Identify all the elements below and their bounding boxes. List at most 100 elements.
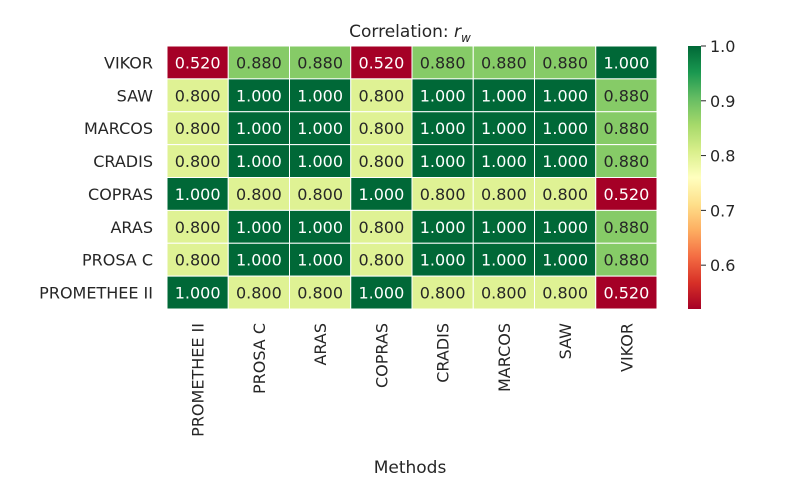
heatmap-cell (350, 144, 413, 179)
heatmap-cell (227, 242, 290, 277)
heatmap-cell (472, 209, 535, 244)
cell-value-label: 1.000 (358, 284, 404, 303)
cell-value-label: 0.880 (420, 53, 466, 72)
heatmap-cell (595, 209, 658, 244)
cell-value-label: 0.520 (603, 284, 649, 303)
heatmap-cell (534, 177, 597, 211)
x-tick-label: PROMETHEE II (189, 323, 208, 437)
x-tick-label: PROSA C (250, 323, 269, 394)
heatmap-cell (227, 45, 290, 80)
heatmap-cell (350, 78, 413, 113)
x-tick-label: COPRAS (372, 323, 391, 388)
heatmap-cell (411, 111, 474, 146)
cell-value-label: 0.800 (358, 86, 404, 105)
cell-value-label: 0.520 (603, 185, 649, 204)
cell-value-label: 0.880 (603, 119, 649, 138)
x-tick-label: ARAS (311, 323, 330, 366)
heatmap-cell (534, 209, 597, 244)
cell-value-label: 0.800 (236, 185, 282, 204)
cell-value-label: 0.880 (481, 53, 527, 72)
y-tick-label: PROSA C (82, 251, 153, 270)
heatmap-cell (534, 111, 597, 146)
cell-value-label: 1.000 (297, 119, 343, 138)
cell-value-label: 0.880 (603, 86, 649, 105)
heatmap-cell (595, 111, 658, 146)
cell-value-label: 0.800 (175, 86, 221, 105)
cell-value-label: 1.000 (236, 86, 282, 105)
y-tick-label: CRADIS (93, 152, 153, 171)
cell-value-label: 1.000 (420, 218, 466, 237)
cell-value-label: 1.000 (297, 251, 343, 270)
y-tick-label: MARCOS (84, 119, 153, 138)
heatmap-cell (227, 78, 290, 113)
heatmap-cell (166, 275, 229, 310)
cell-value-label: 0.800 (175, 251, 221, 270)
heatmap-cell (472, 111, 535, 146)
y-tick-label: ARAS (110, 218, 153, 237)
cell-value-label: 1.000 (481, 152, 527, 171)
heatmap-cell (595, 45, 658, 80)
y-tick-labels: VIKOR SAW MARCOS CRADIS COPRAS ARAS PROSA C PRO… (39, 53, 153, 302)
chart-title: Correlation: rw (349, 22, 471, 45)
cell-value-label: 1.000 (358, 185, 404, 204)
heatmap-cell (534, 144, 597, 179)
heatmap-cell (289, 209, 352, 244)
y-tick-label: VIKOR (104, 53, 153, 72)
cell-value-label: 1.000 (297, 86, 343, 105)
heatmap-cell (472, 242, 535, 277)
cell-value-label: 1.000 (236, 152, 282, 171)
cell-value-label: 0.800 (481, 185, 527, 204)
cell-value-label: 1.000 (481, 86, 527, 105)
cell-value-label: 0.520 (175, 53, 221, 72)
heatmap-cell (411, 242, 474, 277)
heatmap-cells: 0.520 0.880 0.880 0.520 0.880 0.880 0.880 1.000… (166, 45, 658, 310)
heatmap-cell (411, 275, 474, 310)
colorbar-tick-label: 1.0 (710, 37, 735, 56)
cell-value-label: 1.000 (236, 251, 282, 270)
heatmap-cell (350, 275, 413, 310)
heatmap-cell (227, 111, 290, 146)
cell-value-label: 1.000 (542, 251, 588, 270)
x-tick-labels: PROMETHEE II PROSA C ARAS COPRAS CRADIS MARCO… (189, 323, 637, 437)
cell-value-label: 0.800 (542, 284, 588, 303)
cell-value-label: 0.800 (358, 119, 404, 138)
heatmap-cell (289, 242, 352, 277)
cell-value-label: 0.800 (358, 218, 404, 237)
colorbar-tick-label: 0.7 (710, 201, 735, 220)
cell-value-label: 0.800 (358, 152, 404, 171)
cell-value-label: 1.000 (481, 251, 527, 270)
colorbar-gradient (688, 46, 701, 309)
y-tick-label: SAW (117, 86, 154, 105)
colorbar-tick-label: 0.8 (710, 147, 735, 166)
cell-value-label: 0.800 (175, 119, 221, 138)
x-axis-label: Methods (374, 458, 447, 478)
cell-value-label: 1.000 (420, 86, 466, 105)
x-tick-label: MARCOS (495, 323, 514, 392)
cell-value-label: 1.000 (603, 53, 649, 72)
heatmap-cell (411, 144, 474, 179)
heatmap-cell (289, 275, 352, 310)
heatmap-cell (227, 209, 290, 244)
heatmap-cell (472, 275, 535, 310)
cell-value-label: 1.000 (542, 119, 588, 138)
cell-value-label: 1.000 (481, 119, 527, 138)
heatmap-cell (166, 242, 229, 277)
cell-value-label: 0.800 (542, 185, 588, 204)
heatmap-cell (289, 111, 352, 146)
cell-value-label: 1.000 (175, 284, 221, 303)
colorbar-tick-label: 0.6 (710, 256, 735, 275)
y-tick-label: COPRAS (88, 185, 153, 204)
cell-value-label: 1.000 (420, 251, 466, 270)
heatmap-cell (166, 45, 229, 80)
cell-value-label: 1.000 (542, 218, 588, 237)
heatmap-cell (289, 144, 352, 179)
heatmap-cell (595, 78, 658, 113)
x-tick-label: CRADIS (434, 323, 453, 383)
colorbar-tick-label: 0.9 (710, 92, 735, 111)
cell-value-label: 1.000 (236, 119, 282, 138)
cell-value-label: 1.000 (420, 119, 466, 138)
heatmap-cell (534, 242, 597, 277)
cell-value-label: 1.000 (481, 218, 527, 237)
y-tick-label: PROMETHEE II (39, 284, 153, 303)
